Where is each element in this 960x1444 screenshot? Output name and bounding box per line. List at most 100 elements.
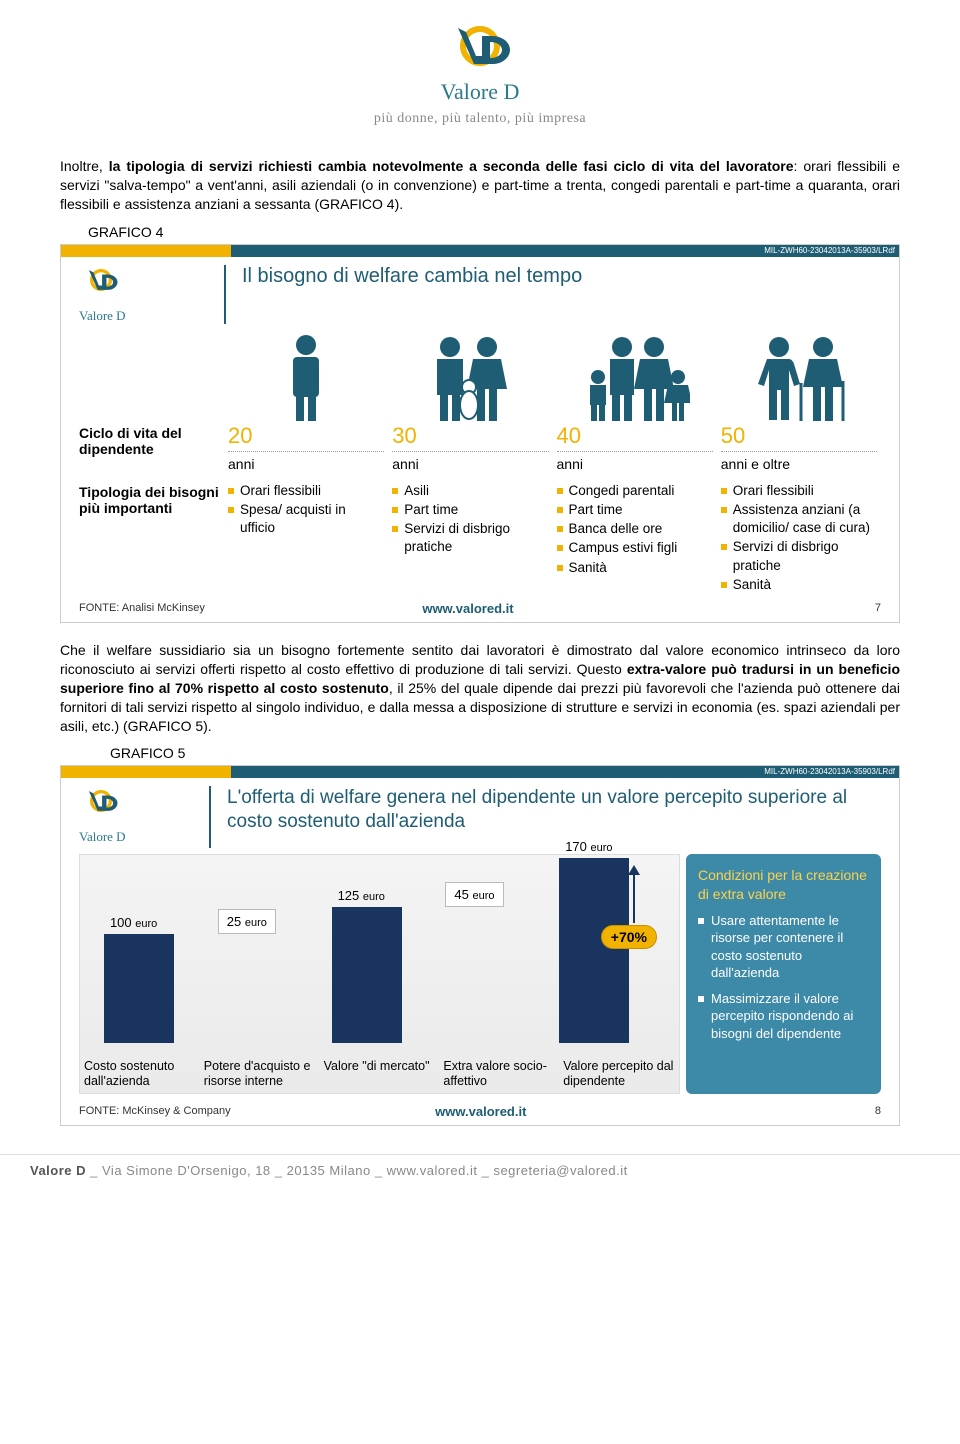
bar-unit: euro (135, 918, 157, 930)
grafico4: MIL-ZWH60-23042013A-35903/LRdf Valore D … (60, 244, 900, 623)
sep: _ (86, 1163, 102, 1178)
x-axis-label: Costo sostenuto dall'azienda (80, 1059, 200, 1089)
brand-name: Valore D (60, 79, 900, 105)
mini-logo-icon (79, 265, 224, 300)
x-axis-label: Extra valore socio-affettivo (439, 1059, 559, 1089)
need-text: Servizi di disbrigo pratiche (404, 520, 548, 556)
footer-brand: Valore D (30, 1163, 86, 1178)
bullet-icon (228, 488, 234, 494)
site-url: www.valored.it (422, 601, 513, 616)
bullet-icon (557, 507, 563, 513)
mini-logo-icon (79, 786, 209, 821)
page-num: 8 (851, 1105, 881, 1117)
bullet-icon (721, 507, 727, 513)
delta-value: 25 (227, 914, 241, 929)
footer-site: www.valored.it (387, 1163, 478, 1178)
age: 20 (228, 423, 252, 448)
paragraph-2: Che il welfare sussidiario sia un bisogn… (60, 641, 900, 735)
age-unit: anni (557, 456, 583, 472)
sidebox-item: Usare attentamente le risorse per conten… (698, 912, 869, 982)
need-item: Asili (392, 482, 548, 500)
need-item: Servizi di disbrigo pratiche (392, 520, 548, 556)
need-text: Campus estivi figli (569, 539, 678, 557)
need-item: Spesa/ acquisti in ufficio (228, 501, 384, 537)
brand-header: Valore D più donne, più talento, più imp… (60, 20, 900, 127)
sidebox-item: Massimizzare il valore percepito rispond… (698, 990, 869, 1043)
need-text: Banca delle ore (569, 520, 663, 538)
footer-mail: segreteria@valored.it (493, 1163, 627, 1178)
bar-unit: euro (591, 842, 613, 854)
need-text: Assistenza anziani (a domicilio/ case di… (733, 501, 877, 537)
x-axis-label: Potere d'acquisto e risorse interne (200, 1059, 320, 1089)
need-item: Congedi parentali (557, 482, 713, 500)
text: Inoltre, (60, 158, 109, 174)
bullet-icon (557, 545, 563, 551)
bullet-icon (557, 565, 563, 571)
bullet-icon (698, 996, 704, 1002)
bullet-icon (557, 526, 563, 532)
bar: 125 euro (332, 907, 402, 1043)
need-item: Part time (392, 501, 548, 519)
bar-unit: euro (363, 891, 385, 903)
brand-tagline: più donne, più talento, più impresa (60, 111, 900, 127)
sidebox-text: Usare attentamente le risorse per conten… (711, 912, 869, 982)
need-text: Congedi parentali (569, 482, 675, 500)
bullet-icon (392, 507, 398, 513)
bar: 100 euro (104, 934, 174, 1043)
need-text: Spesa/ acquisti in ufficio (240, 501, 384, 537)
sep: _ (271, 1163, 287, 1178)
need-item: Banca delle ore (557, 520, 713, 538)
paragraph-1: Inoltre, la tipologia di servizi richies… (60, 157, 900, 214)
bullet-icon (392, 526, 398, 532)
need-text: Sanità (569, 559, 607, 577)
needs-col-20: Orari flessibiliSpesa/ acquisti in uffic… (224, 482, 388, 595)
age-row-label: Ciclo di vita del dipendente (79, 423, 224, 472)
elderly-50-icon (721, 328, 877, 423)
mini-logo-text: Valore D (79, 308, 224, 324)
bullet-icon (721, 488, 727, 494)
needs-col-50: Orari flessibiliAssistenza anziani (a do… (717, 482, 881, 595)
age-unit: anni e oltre (721, 456, 790, 472)
need-item: Campus estivi figli (557, 539, 713, 557)
waterfall-chart: 100 euro25 euro125 euro45 euro170 euro +… (79, 854, 680, 1094)
delta-unit: euro (245, 917, 267, 929)
footer-addr: Via Simone D'Orsenigo, 18 (102, 1163, 271, 1178)
mini-logo-text: Valore D (79, 829, 209, 845)
pct-badge: +70% (601, 925, 657, 949)
sidebox-heading: Condizioni per la creazione di extra val… (698, 866, 869, 904)
delta-unit: euro (472, 890, 494, 902)
need-text: Asili (404, 482, 429, 500)
footer-city: 20135 Milano (287, 1163, 371, 1178)
need-text: Servizi di disbrigo pratiche (733, 538, 877, 574)
need-item: Sanità (721, 576, 877, 594)
bullet-icon (721, 582, 727, 588)
age-unit: anni (228, 456, 254, 472)
need-item: Servizi di disbrigo pratiche (721, 538, 877, 574)
conditions-sidebox: Condizioni per la creazione di extra val… (686, 854, 881, 1094)
sep: _ (371, 1163, 387, 1178)
text-bold: la tipologia di servizi richiesti cambia… (109, 158, 794, 174)
needs-col-30: AsiliPart timeServizi di disbrigo pratic… (388, 482, 552, 595)
grafico5: MIL-ZWH60-23042013A-35903/LRdf Valore D … (60, 765, 900, 1126)
age: 50 (721, 423, 745, 448)
bullet-icon (557, 488, 563, 494)
grafico4-title: Il bisogno di welfare cambia nel tempo (242, 265, 881, 288)
grafico4-label: GRAFICO 4 (88, 224, 900, 240)
need-item: Sanità (557, 559, 713, 577)
page-footer: Valore D _ Via Simone D'Orsenigo, 18 _ 2… (0, 1154, 960, 1186)
delta-box: 25 euro (218, 909, 276, 934)
need-item: Orari flessibili (721, 482, 877, 500)
source: FONTE: McKinsey & Company (79, 1105, 231, 1117)
bar-value: 125 (338, 888, 360, 903)
source: FONTE: Analisi McKinsey (79, 602, 205, 614)
family-30-icon (392, 328, 548, 423)
need-item: Part time (557, 501, 713, 519)
bullet-icon (698, 918, 704, 924)
need-item: Assistenza anziani (a domicilio/ case di… (721, 501, 877, 537)
needs-row-label: Tipologia dei bisogni più importanti (79, 482, 224, 595)
delta-box: 45 euro (445, 882, 503, 907)
need-text: Part time (569, 501, 623, 519)
need-text: Orari flessibili (240, 482, 321, 500)
icons-row (79, 328, 881, 423)
bar-value: 170 (565, 839, 587, 854)
